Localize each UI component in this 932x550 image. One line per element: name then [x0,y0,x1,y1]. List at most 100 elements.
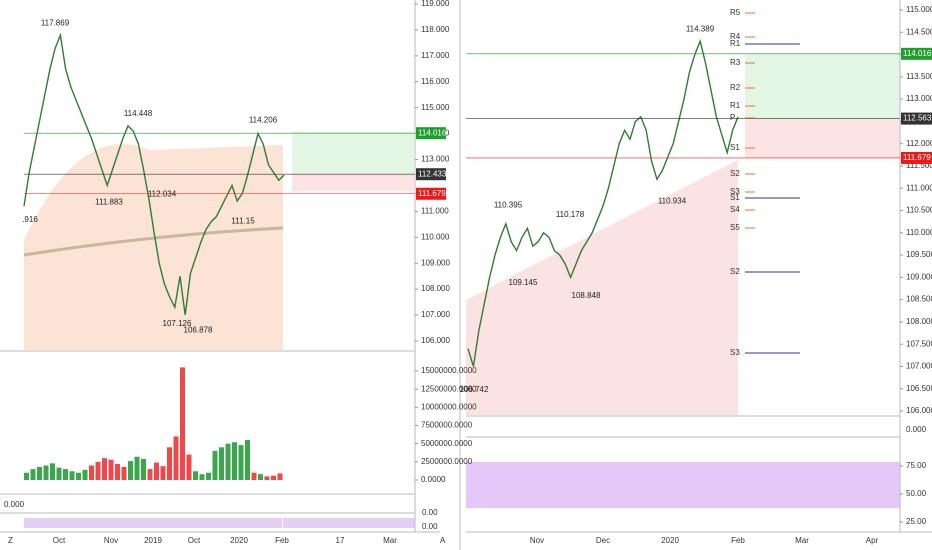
price-tag [901,47,932,60]
price-tag [901,112,932,125]
pivot-label: R4 [730,32,741,41]
tag: 111.679 [903,153,931,162]
price-tag [416,168,446,181]
time-label: Mar [383,536,397,545]
tag: 112.433 [418,169,447,178]
volume-bar [63,469,68,480]
tick-label: 111.000 [906,183,932,192]
tag: 114.016 [903,49,932,58]
tick-label: 25.00 [906,517,927,526]
annotation: 108.848 [572,291,601,300]
volume-bar [76,472,81,480]
volume-bar [245,440,250,480]
tick-label: 110.500 [906,206,932,215]
volume-bar [24,472,29,480]
volume-bar [89,465,94,480]
pivot-label: R2 [730,83,741,92]
osc-label: 0.00 [422,508,438,517]
annotation: 110.934 [658,196,687,205]
tick-label: 116.000 [421,77,450,86]
cloud [24,144,283,350]
price-tag [901,151,932,164]
tick-label: 2500000.0000 [421,457,473,466]
volume-bar [160,466,166,480]
time-label: 2020 [661,536,679,545]
tick-label: 111.500 [906,161,932,170]
tick-label: 115.000 [421,103,450,112]
pivot-label: R1 [730,39,741,48]
tick-label: 117.000 [421,51,450,60]
tick-label: 118.000 [421,25,450,34]
volume-bar [225,443,231,480]
annotation: 114.448 [124,109,153,118]
osc-band [24,518,282,528]
price-line [23,32,285,316]
volume-bar [95,461,101,480]
volume-bar [232,442,237,480]
volume-bar [251,472,257,480]
pivot-label: S5 [730,223,740,232]
rsi-band [466,462,900,508]
price-tag [416,127,446,140]
annotation: 110.395 [494,200,523,209]
price-line [467,38,739,367]
volume-bar [193,471,198,480]
tick-label: 107.000 [906,362,932,371]
tick-label: 107.000 [421,310,450,319]
tick-label: 5000000.0000 [421,439,473,448]
tick-label: 10000000.0000 [421,402,477,411]
volume-bar [128,461,133,480]
tick-label: 110.000 [906,228,932,237]
time-label: 2020 [230,536,248,545]
tick-label: 113.500 [906,72,932,81]
tag: 111.679 [418,189,446,198]
volume-bar [212,450,218,480]
time-label: Dec [596,536,610,545]
tick-label: 108.500 [906,295,932,304]
volume-bar [121,466,127,480]
tick-label: 75.00 [906,461,927,470]
volume-bar [238,445,244,480]
pivot-label: S2 [730,267,740,276]
volume-bar [69,471,75,480]
tick-label: 106.000 [421,336,450,345]
volume-bar [219,447,224,480]
time-label: Nov [530,536,544,545]
pivot-label: S4 [730,205,740,214]
icon[interactable]: A [440,536,446,545]
tick-label: 113.000 [906,94,932,103]
volume-bar [173,436,179,480]
pivot-label: R1 [730,101,741,110]
annotation: 112.034 [148,190,177,199]
time-label: Mar [795,536,809,545]
time-label: Feb [275,536,289,545]
osc-label: 0.000 [4,500,25,509]
volume-bar [134,456,140,480]
annotation: 111.15 [231,217,255,226]
volume-bar [141,458,146,480]
annotation: .916 [22,215,38,224]
tick-label: 110.000 [421,232,450,241]
tag: 114.016 [418,128,447,137]
pivot-label: S3 [730,187,740,196]
tick-label: 108.000 [906,317,932,326]
cloud [466,160,738,415]
stop-box [745,119,900,158]
tick-label: 0.0000 [421,475,446,484]
icon[interactable]: Z [8,536,13,545]
tick-label: 109.000 [421,258,450,267]
volume-bar [206,472,211,480]
target-box [745,54,900,119]
volume-bar [154,462,159,480]
price-tag [416,187,446,200]
annotation: 114.206 [249,115,278,124]
tick-label: 112.000 [906,139,932,148]
tick-label: 109.500 [906,250,932,259]
stop-box [292,173,414,191]
tick-label: 109.000 [906,272,932,281]
tick-label: 111.000 [421,206,449,215]
tick-label: 108.000 [421,284,450,293]
pivot-label: S3 [730,348,740,357]
volume-bar [180,367,185,480]
